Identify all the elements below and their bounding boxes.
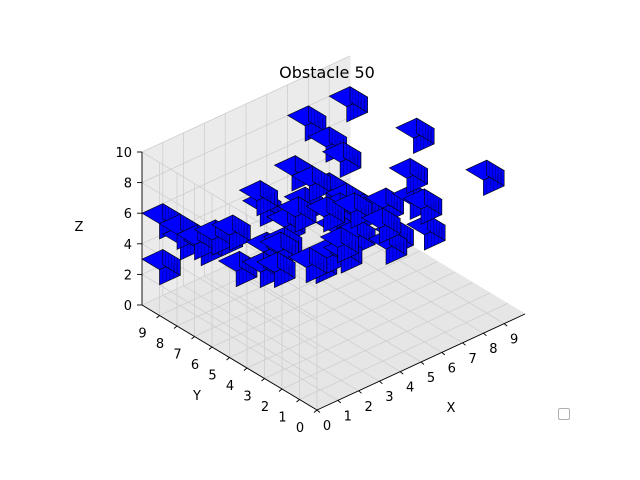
obstacle-voxel [406,214,446,251]
z-tick-label: 6 [124,207,132,222]
obstacle-voxel [388,157,429,195]
x-tick-mark [503,323,508,327]
y-tick-mark [261,378,265,382]
x-tick-mark [462,342,466,346]
x-tick-mark [399,371,404,375]
obstacle-voxel [332,192,373,229]
x-tick-mark [337,400,342,404]
obstacle-voxel [465,159,505,196]
y-tick-label: 3 [243,390,251,405]
x-tick-mark [483,332,487,337]
x-tick-label: 4 [406,381,414,396]
y-tick-label: 4 [226,379,234,394]
obstacle-voxel [291,165,331,202]
y-axis-label: Y [192,389,201,404]
y-tick-mark [173,325,178,329]
obstacle-voxel [402,188,443,225]
y-tick-label: 8 [156,337,164,352]
z-tick-label: 8 [124,177,132,192]
y-tick-mark [208,346,213,350]
y-tick-label: 6 [191,358,199,373]
legend-box [558,408,570,420]
y-tick-mark [313,409,318,413]
y-tick-mark [226,357,230,361]
x-axis-label: X [447,401,456,416]
z-axis-label: Z [75,220,84,235]
x-tick-label: 6 [448,361,456,376]
obstacle-voxel [238,179,279,217]
x-tick-label: 9 [510,333,518,348]
y-tick-mark [156,315,160,319]
z-tick-label: 10 [115,146,132,161]
obstacle-voxel [286,105,327,142]
x-tick-label: 3 [385,390,393,405]
y-tick-label: 1 [278,411,286,426]
z-tick-label: 4 [124,238,132,253]
z-tick-label: 2 [124,268,132,283]
y-tick-mark [296,399,300,403]
x-tick-label: 1 [344,409,352,424]
x-tick-label: 5 [427,371,435,386]
x-tick-mark [420,361,425,365]
x-tick-mark [358,390,362,394]
x-tick-mark [316,409,321,413]
obstacle-voxel [141,248,181,286]
obstacle-voxel [395,117,435,154]
y-tick-label: 0 [296,421,304,436]
x-tick-label: 2 [364,400,372,415]
y-tick-label: 2 [261,400,269,415]
obstacle-voxel [259,231,300,268]
obstacle-voxel [211,214,251,251]
axis-lines [137,151,526,413]
obstacle-voxel [319,226,360,264]
obstacle-voxel [361,207,401,244]
x-tick-mark [379,380,383,385]
obstacle-voxel [321,141,362,178]
obstacle-voxel [277,196,317,233]
y-tick-label: 5 [208,369,216,384]
y-tick-label: 7 [173,348,181,363]
x-tick-label: 0 [323,419,331,434]
x-tick-label: 7 [468,352,476,367]
y-tick-mark [191,336,195,340]
z-tick-label: 0 [124,299,132,314]
y-tick-label: 9 [138,327,146,342]
x-tick-label: 8 [489,342,497,357]
obstacle-voxels [141,86,505,289]
y-tick-mark [243,367,248,371]
x-tick-mark [441,352,446,356]
y-tick-mark [278,388,283,392]
obstacle-voxel [256,251,296,289]
obstacle-voxel [328,86,369,123]
chart-title: Obstacle 50 [279,63,375,82]
